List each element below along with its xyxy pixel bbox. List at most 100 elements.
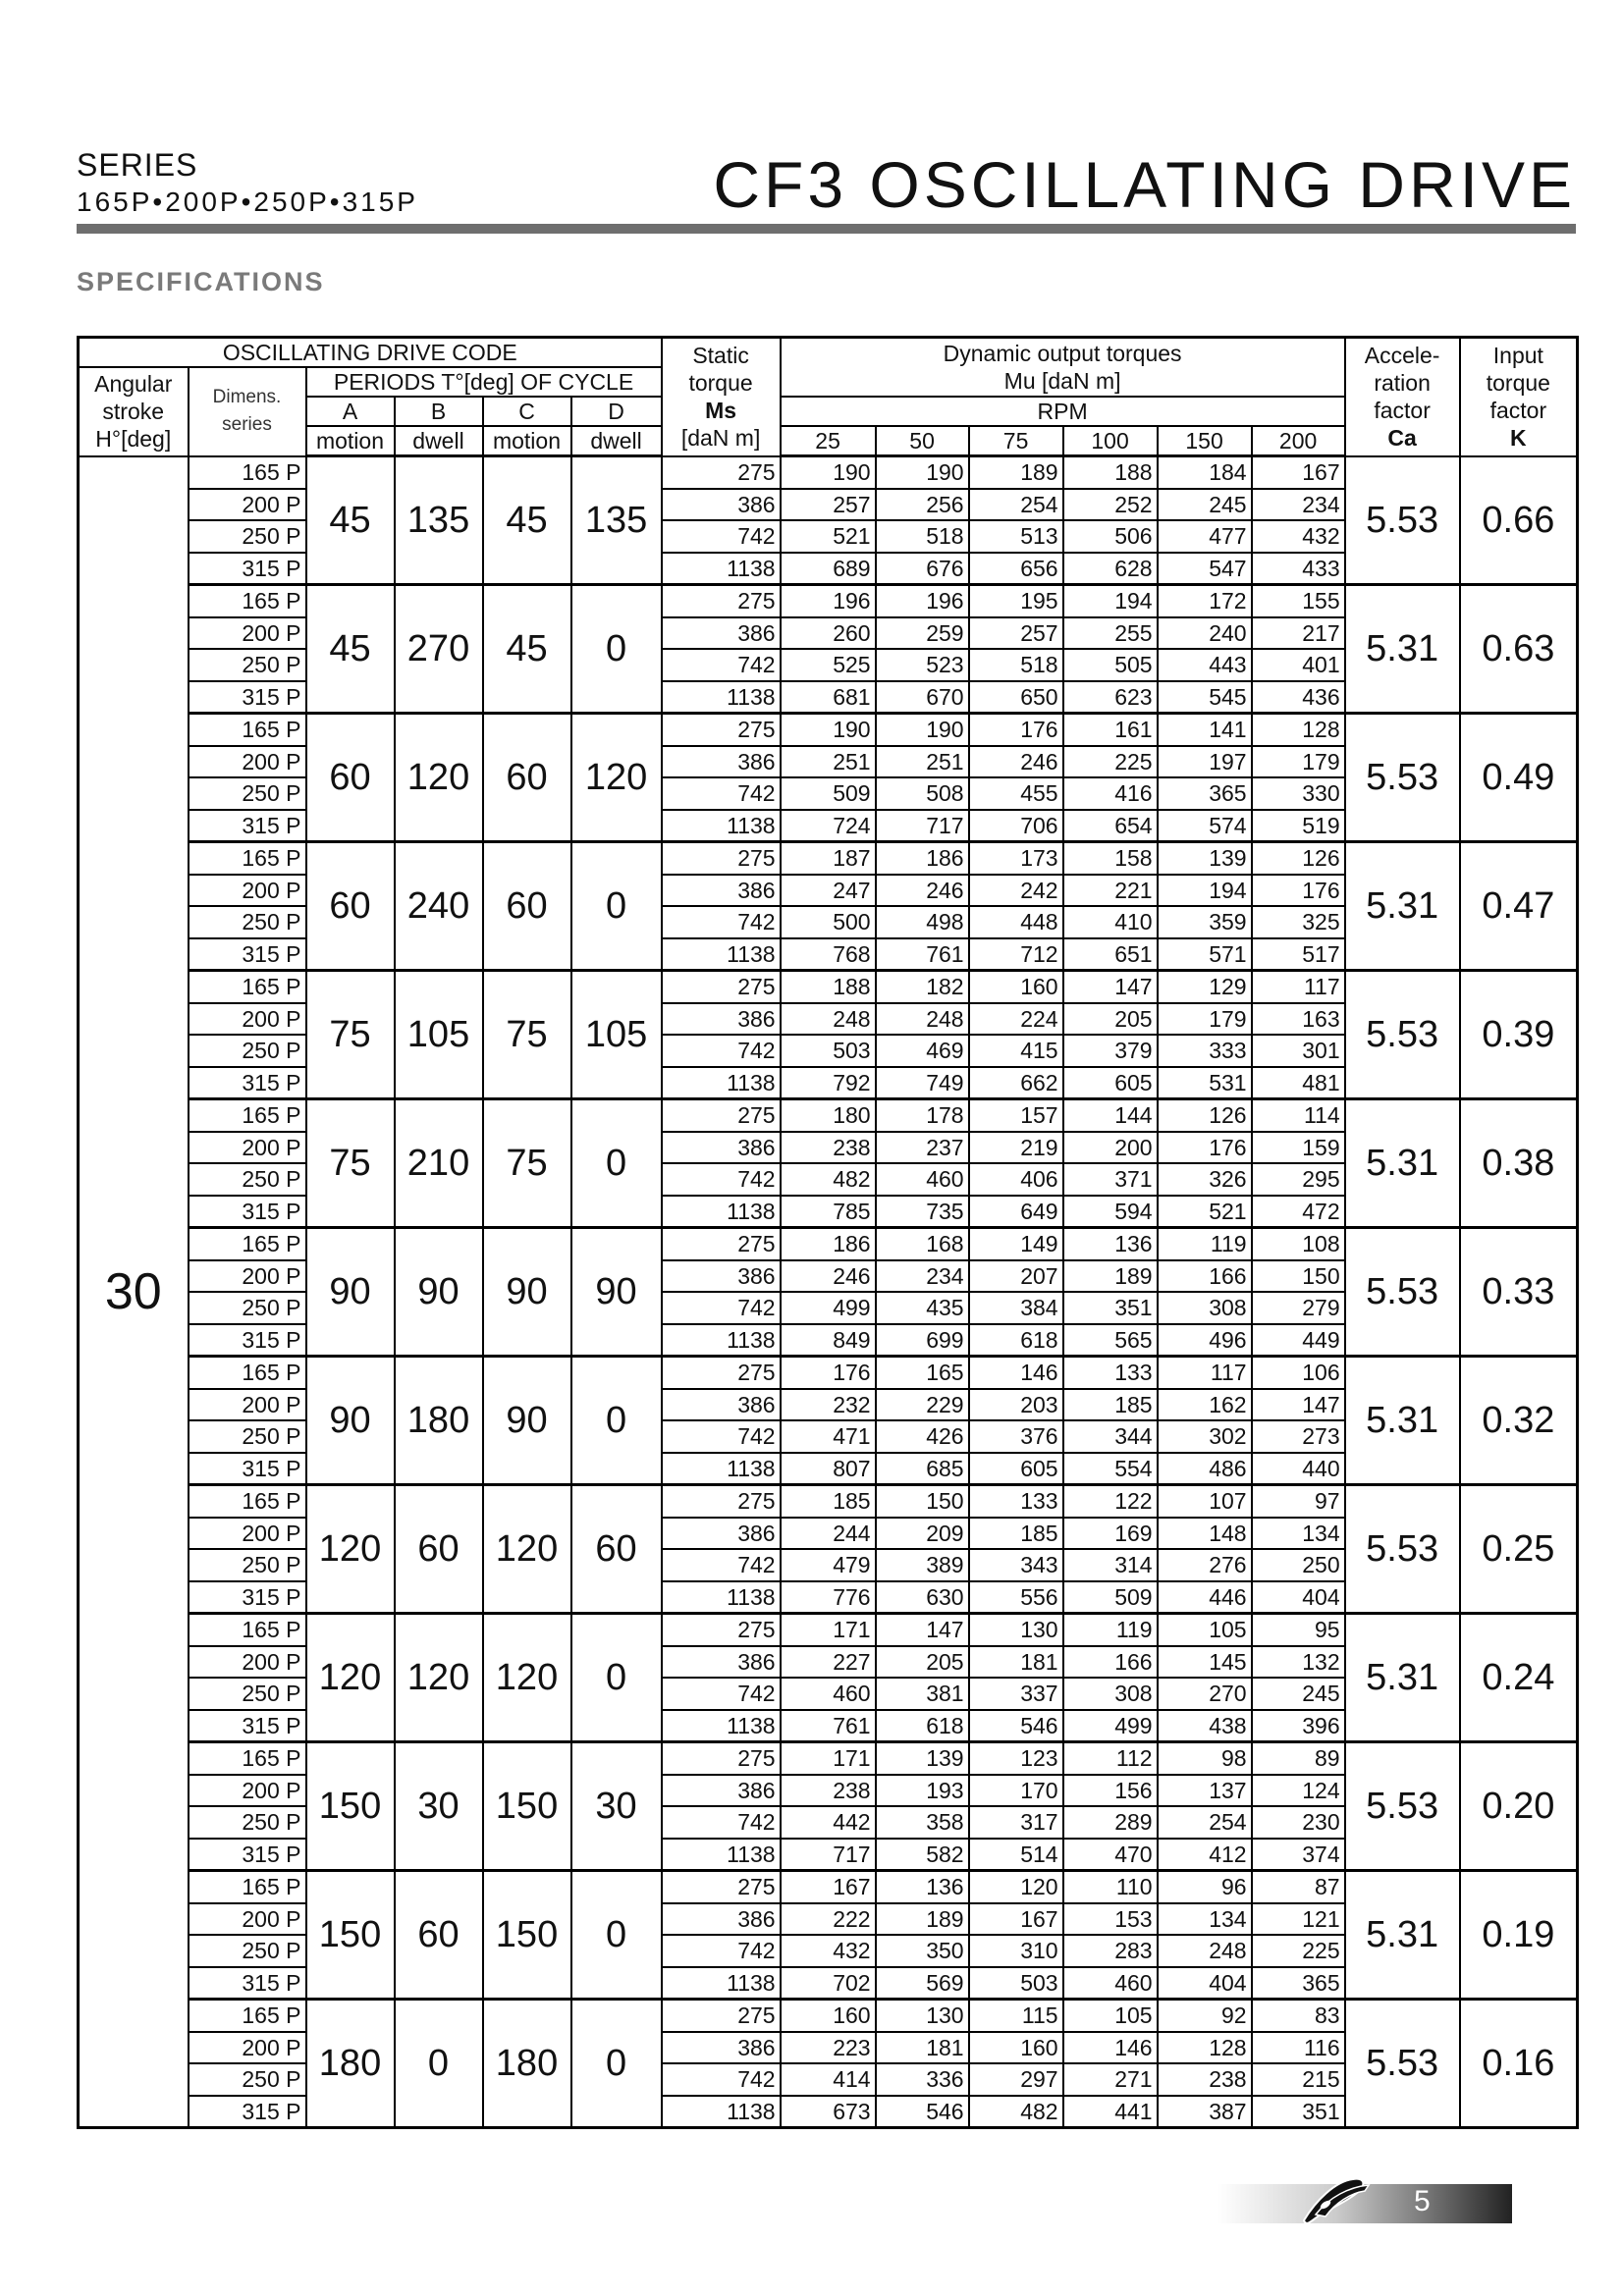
period-b-value: 0 (393, 1998, 484, 2129)
dimension-series: 200 P (187, 1516, 307, 1550)
dynamic-torque-value: 194 (1061, 583, 1159, 618)
dynamic-torque-value: 195 (967, 583, 1064, 618)
period-b-value: 30 (393, 1740, 484, 1872)
dynamic-torque-value: 499 (779, 1291, 877, 1325)
table-row: 250 P 742 525 523 518 505 443 401 (79, 648, 1578, 682)
table-row: 200 P 386 246 234 207 189 166 150 (79, 1258, 1578, 1293)
dynamic-torque-value: 129 (1156, 969, 1253, 1004)
dynamic-torque-value: 514 (967, 1837, 1064, 1872)
dynamic-torque-value: 314 (1061, 1548, 1159, 1582)
static-torque-value: 275 (660, 1226, 782, 1261)
dynamic-torque-value: 238 (779, 1773, 877, 1807)
dynamic-torque-value: 95 (1250, 1612, 1346, 1647)
period-c-value: 45 (481, 583, 572, 715)
dimension-series: 250 P (187, 905, 307, 939)
dynamic-torque-value: 257 (967, 615, 1064, 650)
table-row: 250 P 742 482 460 406 371 326 295 (79, 1162, 1578, 1197)
static-torque-value: 1138 (660, 1837, 782, 1872)
period-c-value: 60 (481, 840, 572, 972)
input-torque-factor-value: 0.32 (1458, 1355, 1579, 1486)
dynamic-torque-value: 165 (874, 1355, 970, 1390)
dynamic-torque-value: 482 (967, 2094, 1064, 2129)
static-torque-value: 742 (660, 1162, 782, 1197)
table-row: 200 P 386 227 205 181 166 145 132 (79, 1644, 1578, 1679)
dynamic-torque-value: 190 (779, 454, 877, 490)
dynamic-torque-value: 223 (779, 2030, 877, 2064)
dynamic-torque-value: 344 (1061, 1419, 1159, 1454)
dynamic-torque-value: 412 (1156, 1837, 1253, 1872)
rpm-100: 100 (1061, 425, 1159, 457)
dynamic-torque-value: 379 (1061, 1034, 1159, 1068)
static-torque-value: 275 (660, 1612, 782, 1647)
dynamic-torque-value: 359 (1156, 905, 1253, 939)
dynamic-torque-value: 176 (779, 1355, 877, 1390)
table-row: 200 P 386 238 193 170 156 137 124 (79, 1773, 1578, 1807)
dynamic-torque-value: 376 (967, 1419, 1064, 1454)
dynamic-torque-value: 365 (1250, 1965, 1346, 2001)
period-d-value: 0 (569, 1097, 663, 1229)
dynamic-torque-value: 170 (967, 1773, 1064, 1807)
static-torque-header: Static torque Ms [daN m] (660, 336, 782, 457)
table-row: 165 P 60 120 60 120 275 190 190 176 161 141 128 5.53… (79, 712, 1579, 843)
dynamic-torque-value: 126 (1250, 840, 1346, 876)
acceleration-factor-value: 5.31 (1343, 1869, 1461, 2001)
static-torque-value: 275 (660, 1869, 782, 1904)
angular-stroke-header: Angular stroke H°[deg] (77, 366, 189, 457)
period-c-value: 90 (481, 1355, 572, 1486)
dynamic-torque-value: 396 (1250, 1708, 1346, 1743)
period-b-value: 135 (393, 454, 484, 586)
brand-logo-icon (1302, 2177, 1371, 2224)
period-b-value: 180 (393, 1355, 484, 1486)
dynamic-torque-value: 237 (874, 1130, 970, 1164)
acceleration-factor-value: 5.53 (1343, 1226, 1461, 1358)
table-row: 315 P 1138 673 546 482 441 387 351 (79, 2094, 1578, 2129)
period-a-value: 180 (304, 1998, 396, 2129)
dynamic-torque-value: 245 (1250, 1677, 1346, 1711)
dynamic-torque-value: 144 (1061, 1097, 1159, 1133)
dimension-series: 165 P (187, 1097, 307, 1133)
dynamic-torque-value: 724 (779, 808, 877, 843)
dynamic-torque-value: 472 (1250, 1194, 1346, 1229)
static-torque-value: 742 (660, 1805, 782, 1840)
dynamic-torque-value: 689 (779, 551, 877, 586)
dynamic-torque-value: 768 (779, 936, 877, 972)
acceleration-factor-value: 5.53 (1343, 1740, 1461, 1872)
acceleration-factor-value: 5.31 (1343, 840, 1461, 972)
dynamic-torque-value: 509 (779, 776, 877, 811)
dimension-series: 315 P (187, 551, 307, 586)
dynamic-torque-value: 133 (967, 1483, 1064, 1519)
static-torque-value: 386 (660, 873, 782, 907)
dimension-series: 250 P (187, 1677, 307, 1711)
dynamic-torque-value: 161 (1061, 712, 1159, 747)
static-torque-value: 1138 (660, 1322, 782, 1358)
dynamic-torque-value: 215 (1250, 2062, 1346, 2097)
static-torque-value: 275 (660, 454, 782, 490)
dynamic-torque-value: 513 (967, 519, 1064, 554)
table-row: 250 P 742 471 426 376 344 302 273 (79, 1419, 1578, 1454)
dimension-series: 250 P (187, 1034, 307, 1068)
dynamic-torque-value: 574 (1156, 808, 1253, 843)
dynamic-torque-value: 336 (874, 2062, 970, 2097)
input-torque-factor-value: 0.38 (1458, 1097, 1579, 1229)
table-row: 250 P 742 432 350 310 283 248 225 (79, 1934, 1578, 1968)
dynamic-torque-value: 242 (967, 873, 1064, 907)
dynamic-torque-value: 605 (967, 1451, 1064, 1486)
dynamic-torque-value: 184 (1156, 454, 1253, 490)
dimension-series: 200 P (187, 615, 307, 650)
dynamic-torque-value: 301 (1250, 1034, 1346, 1068)
dynamic-torque-value: 371 (1061, 1162, 1159, 1197)
dynamic-torque-value: 222 (779, 1901, 877, 1936)
dynamic-torque-value: 706 (967, 808, 1064, 843)
header-divider (77, 224, 1576, 234)
dynamic-torque-value: 188 (1061, 454, 1159, 490)
dynamic-torque-value: 571 (1156, 936, 1253, 972)
table-row: 165 P 45 270 45 0 275 196 196 195 194 172 155 5.31 0.… (79, 583, 1579, 715)
dynamic-torque-value: 426 (874, 1419, 970, 1454)
dynamic-torque-value: 245 (1156, 487, 1253, 521)
dynamic-torque-value: 124 (1250, 1773, 1346, 1807)
dynamic-torque-value: 147 (1250, 1387, 1346, 1421)
period-b-value: 60 (393, 1483, 484, 1615)
table-row: 165 P 90 90 90 90 275 186 168 149 136 119 108 5.53 0.… (79, 1226, 1579, 1358)
dynamic-torque-value: 207 (967, 1258, 1064, 1293)
input-torque-factor-value: 0.49 (1458, 712, 1579, 843)
